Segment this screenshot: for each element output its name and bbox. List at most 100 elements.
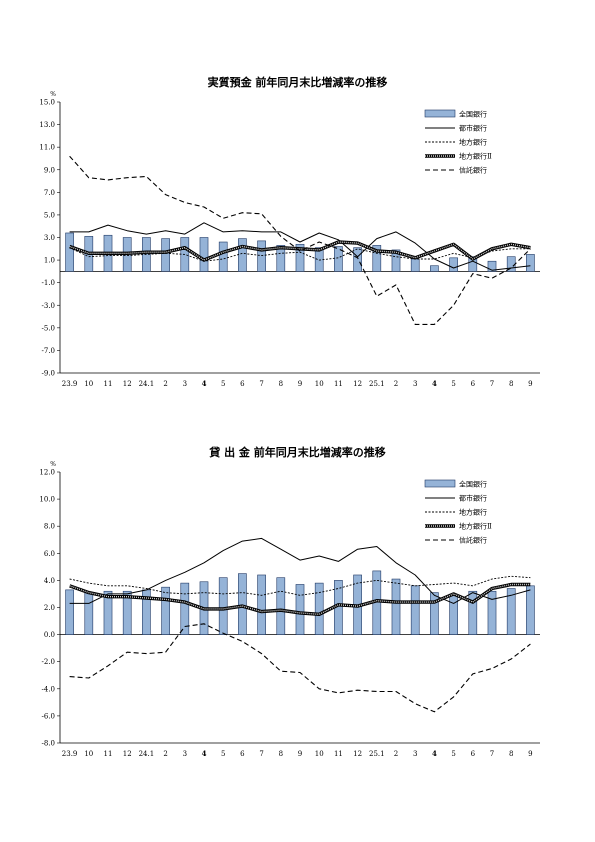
bar-20 bbox=[449, 595, 458, 635]
bar-20 bbox=[449, 257, 458, 272]
bar-5 bbox=[161, 238, 170, 272]
legend-label: 地方銀行Ⅱ bbox=[459, 522, 492, 531]
x-tick-label: 10 bbox=[84, 750, 93, 758]
y-tick-label: 0.0 bbox=[44, 631, 55, 639]
series-line-overlay bbox=[69, 583, 531, 616]
x-tick-label: 5 bbox=[451, 750, 455, 758]
y-tick-label: 4.0 bbox=[44, 577, 55, 585]
y-tick-label: 10.0 bbox=[39, 496, 55, 504]
x-tick-label: 8 bbox=[509, 380, 513, 388]
bar-12 bbox=[295, 584, 305, 635]
x-tick-label: 11 bbox=[334, 380, 343, 388]
x-tick-label: 2 bbox=[163, 750, 167, 758]
y-tick-label: 13.0 bbox=[39, 121, 55, 129]
bar-16 bbox=[372, 245, 382, 272]
x-tick-label: 5 bbox=[221, 750, 225, 758]
x-tick-label: 11 bbox=[104, 750, 113, 758]
bar-1 bbox=[84, 592, 94, 635]
series-line-- bbox=[69, 623, 531, 713]
bar-11 bbox=[276, 577, 286, 635]
x-tick-label: 5 bbox=[451, 380, 455, 388]
y-tick-label: 15.0 bbox=[39, 99, 55, 107]
series-line-- bbox=[69, 537, 531, 604]
bar-17 bbox=[391, 249, 401, 272]
x-tick-label: 24.1 bbox=[139, 750, 155, 758]
x-tick-label: 8 bbox=[279, 750, 283, 758]
bar-3 bbox=[122, 590, 132, 635]
bar-8 bbox=[218, 577, 228, 635]
y-tick-label: 12.0 bbox=[39, 469, 55, 477]
legend-label: 全国銀行 bbox=[459, 480, 487, 489]
y-unit-label: % bbox=[50, 91, 56, 98]
x-tick-label: 6 bbox=[240, 380, 245, 388]
x-tick-label: 4 bbox=[202, 749, 207, 758]
bar-9 bbox=[238, 573, 247, 635]
legend-label: 地方銀行Ⅱ bbox=[459, 152, 492, 161]
y-tick-label: -1.0 bbox=[42, 279, 56, 287]
y-tick-label: -7.0 bbox=[42, 347, 56, 355]
y-tick-label: 8.0 bbox=[44, 523, 55, 531]
bar-19 bbox=[430, 265, 439, 272]
legend-swatch bbox=[424, 109, 456, 118]
x-tick-label: 3 bbox=[183, 750, 187, 758]
bar-18 bbox=[410, 258, 420, 272]
bar-18 bbox=[410, 585, 420, 635]
y-unit-label: % bbox=[50, 461, 56, 468]
y-tick-label: -9.0 bbox=[42, 370, 56, 378]
x-tick-label: 11 bbox=[334, 750, 343, 758]
y-tick-label: 1.0 bbox=[44, 257, 55, 265]
bar-19 bbox=[430, 592, 439, 635]
y-tick-label: 9.0 bbox=[44, 166, 55, 174]
x-tick-label: 11 bbox=[104, 380, 113, 388]
bar-9 bbox=[238, 238, 247, 272]
x-tick-label: 2 bbox=[394, 380, 398, 388]
x-tick-label: 25.1 bbox=[369, 750, 385, 758]
bar-14 bbox=[334, 246, 343, 272]
x-tick-label: 12 bbox=[123, 380, 132, 388]
x-tick-label: 12 bbox=[353, 750, 362, 758]
bar-10 bbox=[257, 240, 266, 272]
bar-24 bbox=[526, 254, 535, 272]
series-line-- bbox=[69, 222, 531, 271]
series-line-- bbox=[69, 155, 531, 325]
x-tick-label: 4 bbox=[432, 749, 437, 758]
x-tick-label: 2 bbox=[394, 750, 398, 758]
chart-title: 貸 出 金 前年同月末比増減率の推移 bbox=[209, 446, 386, 459]
x-tick-label: 7 bbox=[490, 380, 494, 388]
legend-label: 地方銀行 bbox=[459, 138, 487, 147]
y-tick-label: 3.0 bbox=[44, 234, 55, 242]
x-tick-label: 6 bbox=[471, 380, 476, 388]
x-tick-label: 8 bbox=[279, 380, 283, 388]
deposit-growth-chart: 実質預金 前年同月末比増減率の推移 % 15.0 13.0 11.0 9.0 7.0 5.0… bbox=[0, 70, 595, 400]
bar-23 bbox=[506, 588, 516, 635]
x-tick-label: 25.1 bbox=[369, 380, 385, 388]
legend-swatch bbox=[424, 479, 456, 488]
x-tick-label: 9 bbox=[528, 380, 532, 388]
bar-22 bbox=[487, 260, 497, 272]
bar-11 bbox=[276, 245, 286, 272]
x-tick-label: 10 bbox=[315, 750, 324, 758]
y-tick-label: -8.0 bbox=[42, 740, 56, 748]
loan-chart-plot: %12.0 10.0 8.0 6.0 4.0 2.0 0.0 -2.0 -4.0 -6.0 -8.0… bbox=[39, 461, 540, 758]
bar-21 bbox=[468, 256, 478, 272]
bar-2 bbox=[103, 590, 113, 635]
bar-24 bbox=[526, 585, 535, 635]
legend-label: 都市銀行 bbox=[459, 124, 487, 133]
x-tick-label: 8 bbox=[509, 750, 513, 758]
x-tick-label: 23.9 bbox=[62, 380, 78, 388]
x-tick-label: 6 bbox=[240, 750, 245, 758]
y-tick-label: 5.0 bbox=[44, 211, 55, 219]
bar-12 bbox=[295, 243, 305, 272]
bar-5 bbox=[161, 586, 170, 635]
x-tick-label: 3 bbox=[183, 380, 187, 388]
x-tick-label: 9 bbox=[298, 380, 302, 388]
deposit-chart-plot: %15.0 13.0 11.0 9.0 7.0 5.0 3.0 1.0 -1.0 -3.0 -5.0… bbox=[39, 91, 540, 388]
legend-label: 都市銀行 bbox=[459, 494, 487, 503]
y-tick-label: 7.0 bbox=[44, 189, 55, 197]
bar-17 bbox=[391, 578, 401, 635]
legend-label: 信託銀行 bbox=[459, 536, 487, 545]
chart-title: 実質預金 前年同月末比増減率の推移 bbox=[207, 76, 388, 89]
bar-0 bbox=[65, 589, 74, 635]
